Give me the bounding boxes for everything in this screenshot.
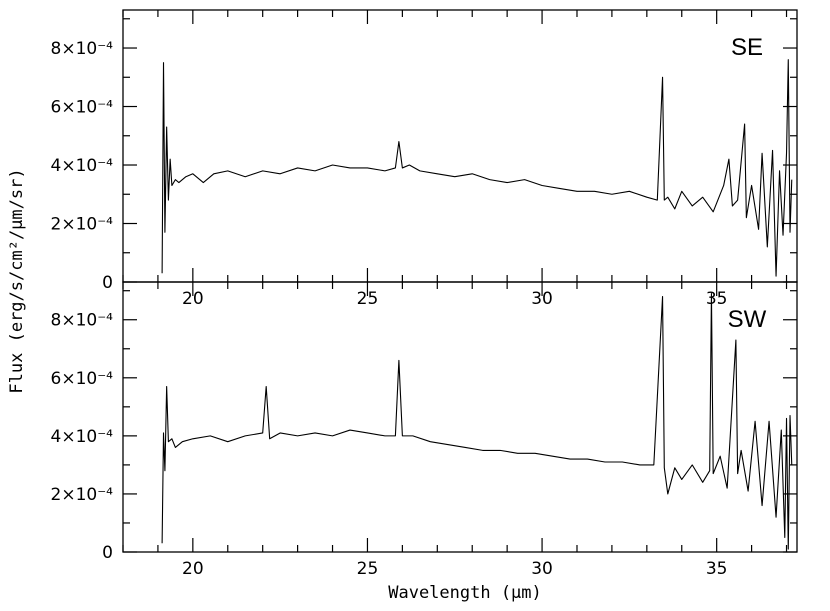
x-tick-label: 20 [182, 559, 204, 579]
x-tick-label: 30 [531, 559, 553, 579]
y-tick-label: 0 [102, 543, 113, 563]
y-axis-title: Flux (erg/s/cm²/μm/sr) [7, 168, 27, 393]
spectrum-line-sw [161, 293, 793, 550]
panel-sw: 8×10⁻⁴ 6×10⁻⁴ 4×10⁻⁴ 2×10⁻⁴ 0 SW [51, 281, 798, 563]
y-tick-label: 2×10⁻⁴ [51, 215, 114, 235]
panel-frame [122, 9, 798, 283]
panel-label: SE [731, 34, 763, 61]
x-tick-label: 20 [182, 289, 204, 309]
y-tick-label: 6×10⁻⁴ [51, 98, 114, 118]
y-tick-label: 4×10⁻⁴ [51, 156, 114, 176]
panel-label: SW [728, 306, 767, 333]
x-tick-label: 30 [531, 289, 553, 309]
x-tick-label: 25 [357, 559, 379, 579]
x-tick-label: 25 [357, 289, 379, 309]
x-tick-label: 35 [706, 559, 728, 579]
x-axis-title: Wavelength (μm) [388, 583, 542, 603]
panel-frame [122, 281, 798, 553]
x-axis-ticks: 20 25 30 35 20 25 30 35 [182, 289, 727, 579]
panel-se: 8×10⁻⁴ 6×10⁻⁴ 4×10⁻⁴ 2×10⁻⁴ 0 SE [51, 9, 798, 293]
y-tick-label: 0 [102, 273, 113, 293]
spectrum-line-se [161, 59, 793, 277]
x-tick-label: 35 [706, 289, 728, 309]
y-tick-label: 4×10⁻⁴ [51, 427, 114, 447]
y-tick-label: 6×10⁻⁴ [51, 369, 114, 389]
y-tick-label: 8×10⁻⁴ [51, 39, 114, 59]
y-tick-label: 8×10⁻⁴ [51, 311, 114, 331]
y-tick-label: 2×10⁻⁴ [51, 485, 114, 505]
